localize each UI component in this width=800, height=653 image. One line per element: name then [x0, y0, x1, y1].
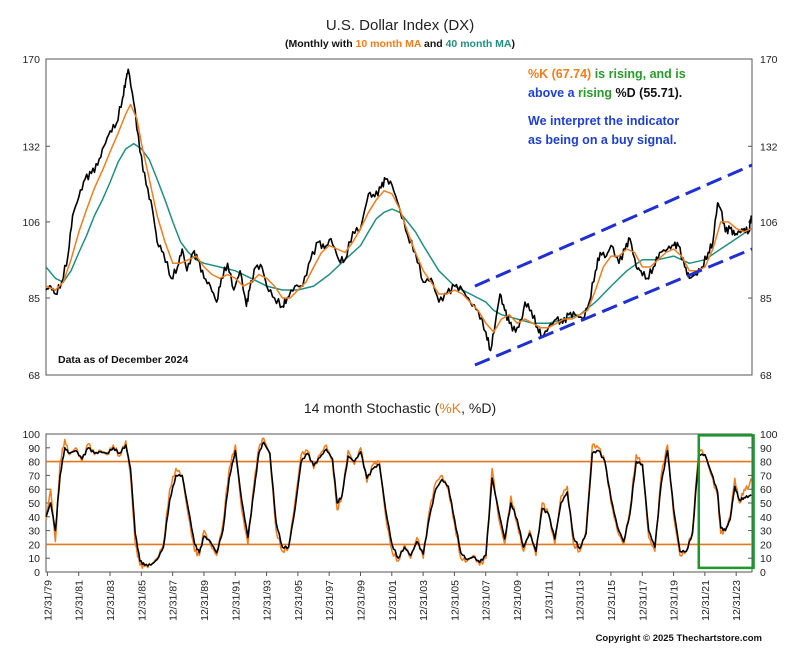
- stoch-ytick-label-right-3: 30: [760, 526, 772, 538]
- xtick-label-19: 12/31/17: [637, 580, 649, 621]
- price-ytick-label-left-2: 106: [22, 217, 40, 229]
- pk-annotation: %K (67.74) is rising, and is: [528, 67, 686, 81]
- stoch-ytick-label-left-5: 50: [28, 498, 40, 510]
- xtick-label-1: 12/31/81: [74, 580, 86, 621]
- interpretation-line-2: as being on a buy signal.: [528, 133, 677, 147]
- stoch-ytick-label-right-4: 40: [760, 512, 772, 524]
- stoch-ytick-label-right-2: 20: [760, 539, 772, 551]
- stoch-ytick-label-left-6: 60: [28, 484, 40, 496]
- stoch-ytick-label-left-9: 90: [28, 443, 40, 455]
- stoch-highlight-box: [697, 434, 755, 570]
- stoch-ytick-label-right-0: 0: [760, 567, 766, 579]
- price-ytick-label-left-4: 170: [22, 54, 40, 66]
- channel-lower-line: [474, 247, 753, 367]
- stoch-ytick-label-left-8: 80: [28, 457, 40, 469]
- xtick-label-3: 12/31/85: [136, 580, 148, 621]
- xtick-label-18: 12/31/15: [606, 580, 618, 621]
- stoch-ytick-label-right-10: 100: [760, 429, 778, 441]
- xtick-label-4: 12/31/87: [168, 580, 180, 621]
- xtick-label-0: 12/31/79: [42, 580, 54, 621]
- xtick-label-14: 12/31/07: [481, 580, 493, 621]
- price-ytick-label-left-1: 85: [28, 293, 40, 305]
- xtick-label-5: 12/31/89: [199, 580, 211, 621]
- price-series-ma40: [45, 142, 752, 325]
- price-axes: 68 68 85 85 106 106 132 132 170 170: [22, 54, 777, 382]
- price-ytick-label-left-0: 68: [28, 370, 40, 382]
- xtick-label-21: 12/31/21: [700, 580, 712, 621]
- xtick-label-16: 12/31/11: [543, 580, 555, 620]
- stoch-ytick-label-left-10: 100: [22, 429, 40, 441]
- stochastic-title: 14 month Stochastic (%K, %D): [304, 400, 496, 416]
- price-ytick-label-right-3: 132: [760, 141, 778, 153]
- stoch-ytick-label-right-7: 70: [760, 470, 772, 482]
- xtick-label-15: 12/31/09: [512, 580, 524, 621]
- stoch-ytick-label-right-1: 10: [760, 553, 772, 565]
- stoch-ytick-label-left-2: 20: [28, 539, 40, 551]
- stoch-ytick-label-left-4: 40: [28, 512, 40, 524]
- stoch-ytick-label-right-6: 60: [760, 484, 772, 496]
- trend-channel: [474, 163, 753, 367]
- price-series-group: [45, 68, 752, 352]
- stoch-ytick-label-right-8: 80: [760, 457, 772, 469]
- xtick-label-12: 12/31/03: [418, 580, 430, 621]
- xtick-label-10: 12/31/99: [355, 580, 367, 621]
- price-ytick-label-right-1: 85: [760, 293, 772, 305]
- price-ytick-label-right-2: 106: [760, 217, 778, 229]
- stoch-ytick-label-right-9: 90: [760, 443, 772, 455]
- pd-annotation: above a rising %D (55.71).: [528, 86, 682, 100]
- xtick-label-11: 12/31/01: [387, 580, 399, 621]
- stoch-ytick-label-left-7: 70: [28, 470, 40, 482]
- xtick-label-6: 12/31/91: [230, 580, 242, 621]
- xtick-label-2: 12/31/83: [105, 580, 117, 621]
- stoch-series-d: [45, 441, 752, 567]
- price-plot-frame: [45, 58, 753, 376]
- price-series-ma10: [45, 103, 752, 333]
- stochastic-series-group: [45, 434, 755, 570]
- interpretation-line-1: We interpret the indicator: [528, 114, 679, 128]
- data-as-of-label: Data as of December 2024: [58, 354, 188, 366]
- xtick-label-7: 12/31/93: [262, 580, 274, 621]
- xtick-label-20: 12/31/19: [669, 580, 681, 621]
- price-ytick-label-left-3: 132: [22, 141, 40, 153]
- stoch-ytick-label-right-5: 50: [760, 498, 772, 510]
- price-ytick-label-right-0: 68: [760, 370, 772, 382]
- x-axis-labels: 12/31/79 12/31/81 12/31/83 12/31/85 12/31/87…: [42, 572, 743, 621]
- xtick-label-17: 12/31/13: [575, 580, 587, 621]
- main-chart-title: U.S. Dollar Index (DX): [326, 17, 474, 34]
- price-ytick-label-right-4: 170: [760, 54, 778, 66]
- main-chart-subtitle: (Monthly with 10 month MA and 40 month M…: [285, 38, 515, 50]
- stoch-ytick-label-left-1: 10: [28, 553, 40, 565]
- xtick-label-13: 12/31/05: [449, 580, 461, 621]
- channel-upper-line: [474, 163, 753, 288]
- xtick-label-9: 12/31/97: [324, 580, 336, 621]
- copyright-notice: Copyright © 2025 Thechartstore.com: [596, 633, 762, 644]
- xtick-label-8: 12/31/95: [293, 580, 305, 621]
- xtick-label-22: 12/31/23: [731, 580, 743, 621]
- stoch-ytick-label-left-3: 30: [28, 526, 40, 538]
- stoch-ytick-label-left-0: 0: [34, 567, 40, 579]
